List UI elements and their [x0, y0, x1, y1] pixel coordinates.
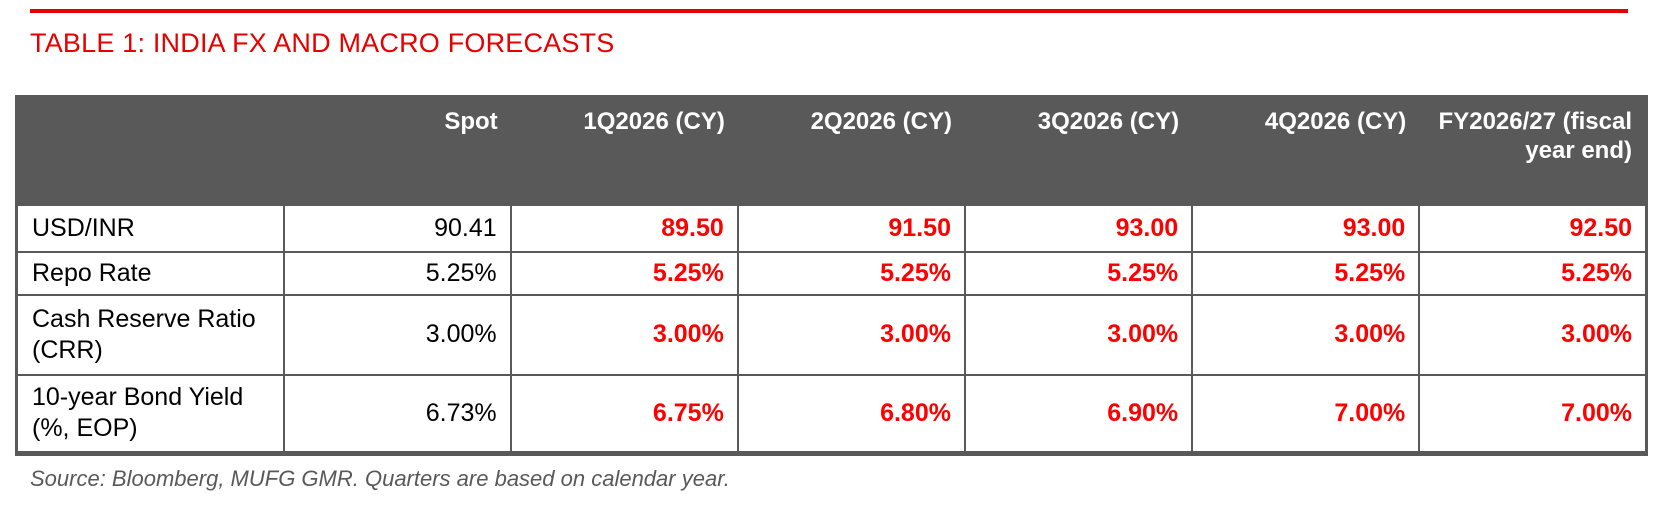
- forecast-value: 3.00%: [1418, 293, 1648, 376]
- forecast-value: 5.25%: [509, 250, 739, 296]
- spot-value: 5.25%: [282, 250, 512, 296]
- table-row: Cash Reserve Ratio (CRR) 3.00% 3.00% 3.00% 3…: [15, 293, 1648, 376]
- column-header-fy2026-27-fiscal-year-end: FY2026/27 (fiscal year end): [1419, 96, 1647, 205]
- forecast-value: 3.00%: [509, 293, 739, 376]
- spot-value: 90.41: [282, 203, 512, 253]
- forecast-value: 3.00%: [736, 293, 966, 376]
- forecast-value: 5.25%: [736, 250, 966, 296]
- forecast-value: 5.25%: [1191, 250, 1421, 296]
- forecast-value: 5.25%: [1418, 250, 1648, 296]
- spot-value: 3.00%: [282, 293, 512, 376]
- row-label: 10-year Bond Yield (%, EOP): [15, 373, 285, 455]
- spot-value: 6.73%: [282, 373, 512, 455]
- forecast-value: 6.75%: [509, 373, 739, 455]
- column-header-2q2026-cy: 2Q2026 (CY): [737, 96, 965, 205]
- row-label: USD/INR: [15, 203, 285, 253]
- forecast-value: 3.00%: [963, 293, 1194, 376]
- table-header-row: Spot 1Q2026 (CY) 2Q2026 (CY) 3Q2026 (CY) 4Q2…: [16, 96, 1647, 205]
- forecast-value: 5.25%: [963, 250, 1194, 296]
- table-row: 10-year Bond Yield (%, EOP) 6.73% 6.75% 6.8…: [15, 373, 1648, 455]
- forecast-value: 3.00%: [1191, 293, 1421, 376]
- forecast-value: 6.80%: [736, 373, 966, 455]
- forecast-value: 6.90%: [963, 373, 1194, 455]
- column-header-row-label: [16, 96, 284, 205]
- forecast-value: 93.00: [963, 203, 1194, 253]
- table-row: USD/INR 90.41 89.50 91.50 93.00 93.00 92.50: [15, 203, 1648, 253]
- row-label: Cash Reserve Ratio (CRR): [15, 293, 285, 376]
- table-body: USD/INR 90.41 89.50 91.50 93.00 93.00 92.50 Rep…: [15, 203, 1648, 455]
- table-title: TABLE 1: INDIA FX AND MACRO FORECASTS: [30, 28, 615, 58]
- forecast-value: 7.00%: [1418, 373, 1648, 455]
- title-rule: [30, 9, 1628, 13]
- forecast-value: 89.50: [509, 203, 739, 253]
- source-note: Source: Bloomberg, MUFG GMR. Quarters ar…: [30, 466, 730, 491]
- forecast-value: 7.00%: [1191, 373, 1421, 455]
- forecast-value: 93.00: [1191, 203, 1421, 253]
- row-label: Repo Rate: [15, 250, 285, 296]
- column-header-4q2026-cy: 4Q2026 (CY): [1192, 96, 1420, 205]
- column-header-spot: Spot: [283, 96, 511, 205]
- column-header-3q2026-cy: 3Q2026 (CY): [964, 96, 1193, 205]
- forecast-table: Spot 1Q2026 (CY) 2Q2026 (CY) 3Q2026 (CY) 4Q2…: [15, 95, 1648, 456]
- forecast-value: 91.50: [736, 203, 966, 253]
- forecast-value: 92.50: [1418, 203, 1648, 253]
- table-row: Repo Rate 5.25% 5.25% 5.25% 5.25% 5.25% 5.25%: [15, 250, 1648, 296]
- column-header-1q2026-cy: 1Q2026 (CY): [510, 96, 738, 205]
